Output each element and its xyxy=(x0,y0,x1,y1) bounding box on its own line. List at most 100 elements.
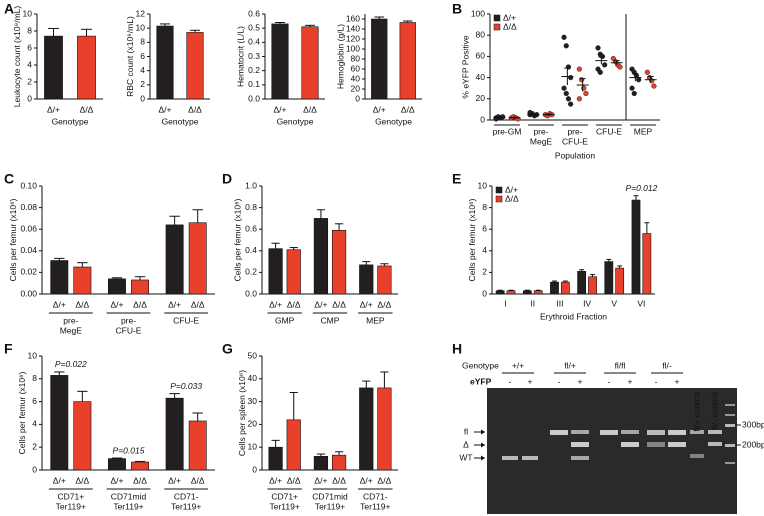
category-label: II xyxy=(530,298,535,308)
panel-label: F xyxy=(4,341,13,357)
x-tick-label: Δ/+ xyxy=(273,104,286,114)
bar xyxy=(313,218,329,295)
bar xyxy=(331,229,347,295)
y-tick-label: 60 xyxy=(351,63,361,73)
bar-label: Δ/Δ xyxy=(287,299,301,309)
y-tick-label: 10 xyxy=(478,180,488,190)
y-tick-label: 160 xyxy=(346,13,360,23)
category-label: Ter119+ xyxy=(113,501,143,511)
category-label: I xyxy=(504,298,506,308)
bar xyxy=(506,290,516,295)
eyfp-label: - xyxy=(509,376,512,386)
bar xyxy=(77,35,96,100)
y-tick-label: 0.1 xyxy=(248,79,260,89)
x-axis-label: Population xyxy=(555,150,595,160)
bar-label: Δ/Δ xyxy=(378,299,392,309)
bar xyxy=(268,446,283,471)
y-tick-label: 0 xyxy=(27,93,32,103)
panel-label: E xyxy=(452,171,461,187)
legend-label: Δ/Δ xyxy=(505,193,519,203)
y-tick-label: 0.00 xyxy=(20,288,37,298)
bar xyxy=(359,387,374,471)
band-label: WT xyxy=(459,452,472,462)
bar xyxy=(286,419,301,471)
category-label: MEP xyxy=(366,315,385,325)
x-axis-label: Genotype xyxy=(162,116,199,126)
category-label: CD71- xyxy=(363,491,388,501)
y-tick-label: 40 xyxy=(248,373,258,383)
data-point xyxy=(500,114,506,120)
data-point xyxy=(602,62,608,68)
x-tick-label: Δ/Δ xyxy=(80,104,94,114)
panel-label: D xyxy=(222,171,232,187)
data-point xyxy=(599,53,606,60)
bar xyxy=(377,265,392,295)
bar-label: Δ/Δ xyxy=(191,475,205,485)
y-tick-label: 12 xyxy=(136,8,146,18)
x-axis-label: Genotype xyxy=(277,116,314,126)
bar xyxy=(165,224,184,295)
y-tick-label: 4 xyxy=(32,419,37,429)
category-label: Ter119+ xyxy=(56,501,86,511)
y-tick-label: 60 xyxy=(476,51,486,61)
y-tick-label: 80 xyxy=(351,53,361,63)
eyfp-label: - xyxy=(655,376,658,386)
eyfp-label: + xyxy=(528,376,533,386)
legend-label: Δ/+ xyxy=(503,12,516,22)
control-label: fl/- control xyxy=(709,392,719,429)
category-label: CD71mid xyxy=(312,491,348,501)
bar xyxy=(399,22,416,100)
category-label: CD71mid xyxy=(111,491,147,501)
y-axis-label: RBC count (x10⁹/mL) xyxy=(125,16,135,97)
bar-label: Δ/+ xyxy=(168,299,181,309)
y-tick-label: 0.8 xyxy=(245,202,257,212)
data-point xyxy=(631,90,637,97)
y-tick-label: 4 xyxy=(140,65,145,75)
arrow-head xyxy=(481,429,485,435)
legend-swatch xyxy=(495,186,503,194)
ladder-label: 300bp xyxy=(742,419,764,429)
bar xyxy=(131,461,149,471)
x-tick-label: Δ/Δ xyxy=(188,104,202,114)
x-axis-label: Genotype xyxy=(52,116,89,126)
data-point xyxy=(617,64,623,70)
y-tick-label: 0 xyxy=(32,464,37,474)
y-axis-label: Cells per spleen (x10⁶) xyxy=(237,370,247,456)
eyfp-label: + xyxy=(675,376,680,386)
category-label: Ter119+ xyxy=(315,501,345,511)
y-tick-label: 6 xyxy=(482,223,487,233)
y-tick-label: 100 xyxy=(471,8,485,18)
bar-label: Δ/Δ xyxy=(133,475,147,485)
bar xyxy=(108,278,126,295)
category-label: pre- xyxy=(533,126,548,136)
category-label: MegE xyxy=(60,325,83,335)
x-tick-label: Δ/Δ xyxy=(401,104,415,114)
data-point xyxy=(565,64,572,70)
gel-bands xyxy=(502,404,735,464)
y-tick-label: 0.04 xyxy=(20,245,37,255)
y-tick-label: 50 xyxy=(248,350,258,360)
y-tick-label: 0.4 xyxy=(245,245,257,255)
data-point xyxy=(581,85,587,91)
y-tick-label: 0.10 xyxy=(20,180,37,190)
bar-label: Δ/+ xyxy=(110,299,123,309)
category-label: CMP xyxy=(321,315,340,325)
data-point xyxy=(563,90,569,97)
y-tick-label: 8 xyxy=(27,25,32,35)
y-tick-label: 10 xyxy=(248,441,258,451)
category-label: IV xyxy=(583,298,591,308)
panel-label: C xyxy=(4,171,14,187)
bar-label: Δ/Δ xyxy=(76,299,90,309)
category-label: CFU-E xyxy=(562,136,588,146)
category-label: CD71+ xyxy=(271,491,298,501)
eyfp-label: - xyxy=(608,376,611,386)
category-label: CFU-E xyxy=(173,315,199,325)
gel-image xyxy=(487,388,737,514)
bar-label: Δ/Δ xyxy=(378,475,392,485)
bar xyxy=(44,35,63,100)
legend-swatch xyxy=(493,23,501,31)
category-label: CFU-E xyxy=(116,325,142,335)
y-tick-label: 0.2 xyxy=(248,65,260,75)
bar-label: Δ/Δ xyxy=(133,299,147,309)
y-tick-label: 2 xyxy=(482,267,487,277)
